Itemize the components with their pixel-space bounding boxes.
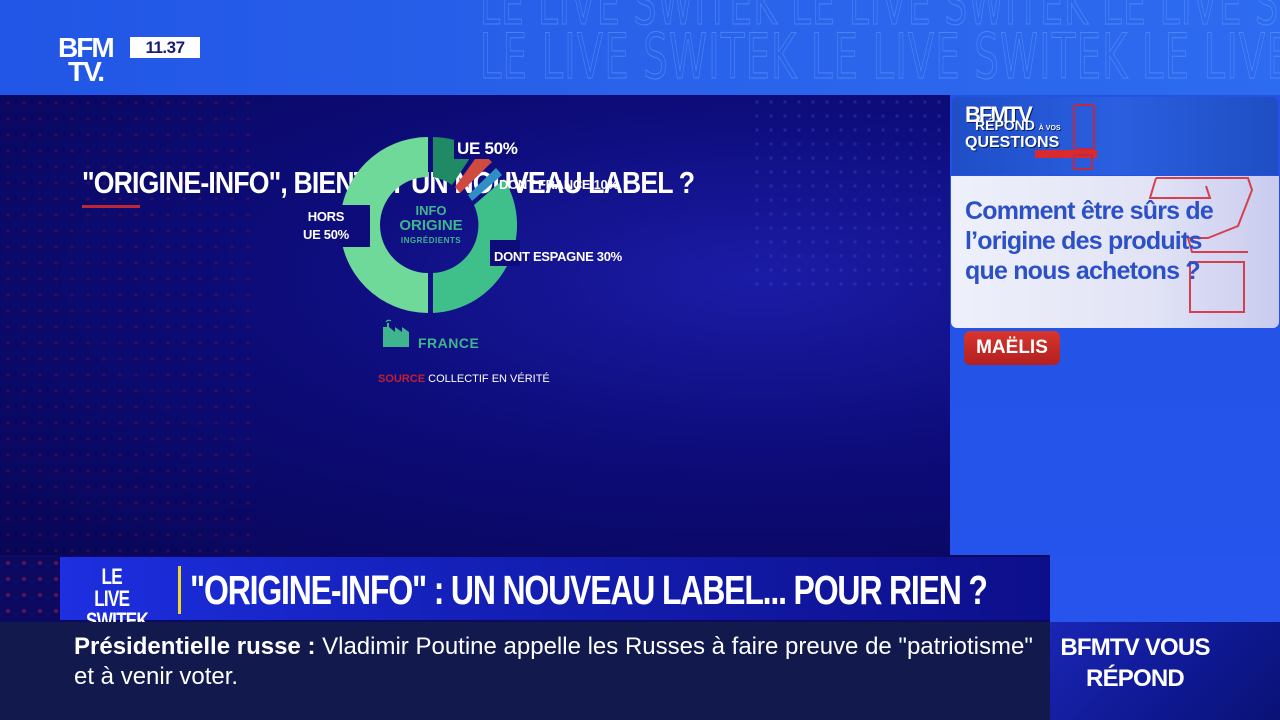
ticker-side-block <box>1050 622 1280 720</box>
title-underline <box>82 205 140 208</box>
center-line: INFO <box>415 203 447 218</box>
ticker-topic: Présidentielle russe <box>74 633 301 660</box>
slice-other <box>468 168 502 201</box>
source-value: COLLECTIF EN VÉRITÉ <box>428 373 550 385</box>
strap-right-block <box>1050 555 1280 622</box>
headline-strap <box>60 557 1050 620</box>
top-banner: LE LIVE SWITEK LE LIVE SWITEK LE LIVE SW… <box>0 0 1280 95</box>
dot-pattern <box>0 555 60 622</box>
strap-separator <box>178 566 181 614</box>
slice-hors-ue <box>340 137 428 313</box>
slice-france <box>455 152 492 193</box>
source-line: SOURCE COLLECTIF EN VÉRITÉ <box>378 373 550 385</box>
source-key: SOURCE <box>378 373 426 385</box>
center-line: INGRÉDIENTS <box>400 236 462 245</box>
logo-line: TV. <box>68 56 105 87</box>
ticker-text: Présidentielle russe : Vladimir Poutine … <box>74 632 1034 692</box>
watermark-text: LE LIVE SWITEK LE LIVE SWITEK LE LIVE SW… <box>480 0 1280 39</box>
segment-logo-small: À VOS <box>1038 125 1061 132</box>
news-ticker <box>0 622 1050 720</box>
center-line: ORIGINE <box>399 217 463 234</box>
viewer-question: Comment être sûrs de l’origine des produ… <box>965 197 1214 285</box>
ticker-side-line: BFMTV VOUS <box>1060 634 1210 661</box>
ticker-body: Vladimir Poutine appelle les Russes à fa… <box>74 633 1033 690</box>
ticker-side-line: RÉPOND <box>1086 665 1185 692</box>
dot-pattern <box>0 95 260 555</box>
slice-espagne <box>433 179 518 313</box>
exclamation-outline-icon <box>1073 104 1095 150</box>
ticker-side-label: BFMTV VOUS RÉPOND <box>1050 632 1220 694</box>
label-hors-ue: HORS UE 50% <box>303 208 349 244</box>
segment-logo-line: BFMTV <box>965 102 1033 127</box>
segment-logo: BFMTV RÉPOND À VOS QUESTIONS <box>965 102 1061 151</box>
dot-pattern <box>750 95 950 295</box>
factory-icon <box>383 319 409 347</box>
country-label: FRANCE <box>418 335 480 351</box>
logo-line: BFM <box>58 32 115 63</box>
accent-bar <box>1035 150 1097 158</box>
donut-chart <box>340 135 520 313</box>
watermark-text: LE LIVE SWITEK LE LIVE SWITEK LE LIVE SW… <box>480 20 1280 94</box>
donut-center-label: INFO ORIGINE INGRÉDIENTS <box>386 203 476 248</box>
segment-logo-word: RÉPOND <box>975 117 1035 133</box>
exclamation-dot-icon <box>1073 154 1093 170</box>
label-france: DONT FRANCE 10% <box>499 177 619 192</box>
label-ue: UE 50% <box>457 139 518 158</box>
ticker-separator: : <box>300 633 323 660</box>
clock: 11.37 <box>130 37 200 58</box>
channel-logo: BFM TV. <box>58 32 124 90</box>
headline: "ORIGINE-INFO" : UN NOUVEAU LABEL... POU… <box>190 567 988 613</box>
viewer-name-tag: MAËLIS <box>964 331 1060 365</box>
segment-logo-line: RÉPOND À VOS <box>965 118 1061 136</box>
label-line: UE 50% <box>303 227 349 242</box>
segment-header <box>952 97 1278 175</box>
question-mark-icon <box>1148 177 1254 313</box>
label-line: HORS <box>307 209 345 224</box>
label-espagne: DONT ESPAGNE 30% <box>494 249 622 264</box>
show-tag-line: LE LIVE <box>94 564 130 611</box>
segment-logo-line: QUESTIONS <box>965 134 1060 151</box>
